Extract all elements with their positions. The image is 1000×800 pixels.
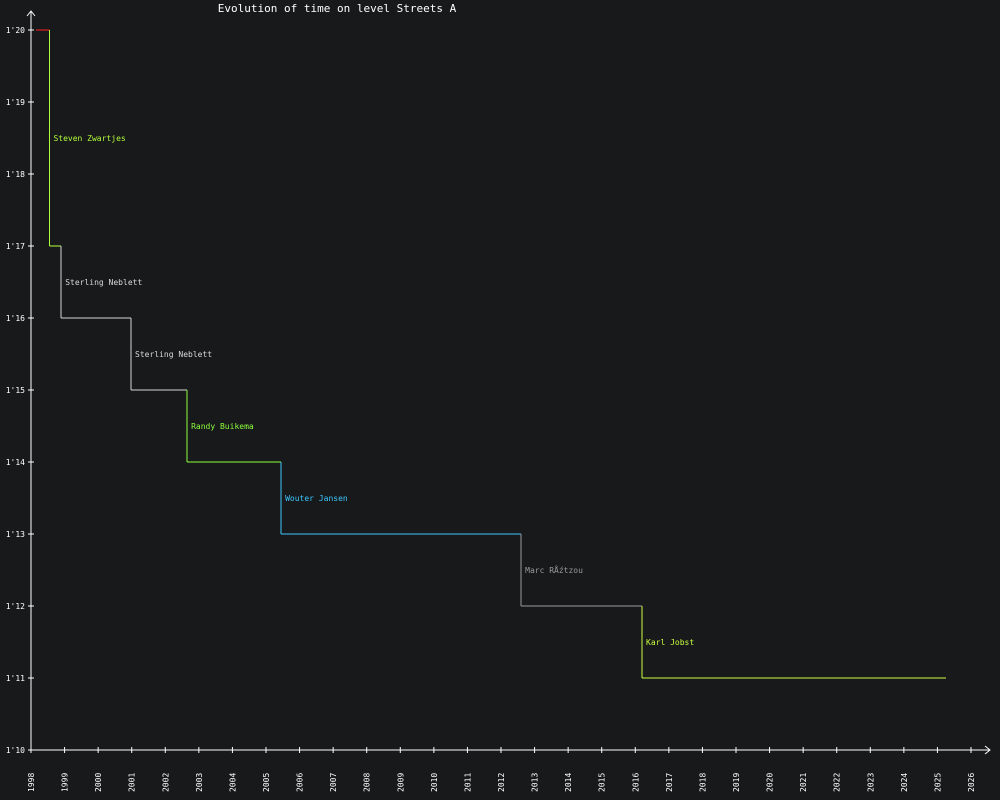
- x-tick-label: 2001: [128, 773, 137, 792]
- y-tick-label: 1'10: [6, 746, 25, 755]
- x-tick-label: 1999: [61, 773, 70, 792]
- x-tick-label: 2007: [329, 773, 338, 792]
- axes: [26, 10, 991, 755]
- x-tick-label: 2015: [598, 773, 607, 792]
- x-tick-label: 2000: [94, 773, 103, 792]
- x-tick-label: 2009: [396, 773, 405, 792]
- x-axis-ticks: 1998 1999 2000 2001 2002 2003 2004 2005 2006 2007…: [27, 747, 976, 792]
- x-tick-label: 2025: [933, 773, 942, 792]
- y-axis-ticks: 1'10 1'11 1'12 1'13 1'14 1'15 1'16 1'17 1'18 1'19…: [6, 26, 34, 755]
- y-tick-label: 1'19: [6, 98, 25, 107]
- x-tick-label: 2026: [967, 773, 976, 792]
- x-tick-label: 2003: [195, 773, 204, 792]
- y-tick-label: 1'12: [6, 602, 25, 611]
- record-steps: [36, 29, 946, 679]
- record-holder-label: Steven Zwartjes: [53, 134, 125, 143]
- record-holder-label: Sterling Neblett: [65, 278, 142, 287]
- x-tick-label: 2013: [531, 773, 540, 792]
- y-axis-arrow: [26, 10, 36, 17]
- x-tick-label: 2005: [262, 773, 271, 792]
- x-tick-label: 2012: [497, 773, 506, 792]
- x-tick-label: 1998: [27, 773, 36, 792]
- x-tick-label: 2014: [564, 773, 573, 792]
- x-axis-arrow: [984, 745, 991, 755]
- x-tick-label: 2002: [161, 773, 170, 792]
- x-tick-label: 2022: [833, 773, 842, 792]
- x-tick-label: 2019: [732, 773, 741, 792]
- x-tick-label: 2020: [766, 773, 775, 792]
- record-holder-label: Karl Jobst: [646, 638, 694, 647]
- x-tick-label: 2008: [363, 773, 372, 792]
- y-tick-label: 1'15: [6, 386, 25, 395]
- y-tick-label: 1'14: [6, 458, 25, 467]
- x-tick-label: 2023: [866, 773, 875, 792]
- x-tick-label: 2018: [698, 773, 707, 792]
- record-holder-label: Randy Buikema: [191, 422, 254, 431]
- x-tick-label: 2021: [799, 773, 808, 792]
- x-tick-label: 2006: [296, 773, 305, 792]
- y-tick-label: 1'17: [6, 242, 25, 251]
- record-holder-labels: Steven Zwartjes Sterling Neblett Sterling …: [53, 134, 694, 647]
- chart-title: Evolution of time on level Streets A: [218, 2, 457, 15]
- x-tick-label: 2011: [463, 773, 472, 792]
- x-tick-label: 2010: [430, 773, 439, 792]
- y-tick-label: 1'18: [6, 170, 25, 179]
- x-tick-label: 2017: [665, 773, 674, 792]
- record-holder-label: Marc RÅźtzou: [525, 564, 583, 575]
- record-holder-label: Sterling Neblett: [135, 350, 212, 359]
- x-tick-label: 2004: [228, 773, 237, 792]
- y-tick-label: 1'20: [6, 26, 25, 35]
- y-tick-label: 1'16: [6, 314, 25, 323]
- y-tick-label: 1'13: [6, 530, 25, 539]
- record-holder-label: Wouter Jansen: [285, 494, 348, 503]
- x-tick-label: 2024: [900, 773, 909, 792]
- y-tick-label: 1'11: [6, 674, 25, 683]
- x-tick-label: 2016: [631, 773, 640, 792]
